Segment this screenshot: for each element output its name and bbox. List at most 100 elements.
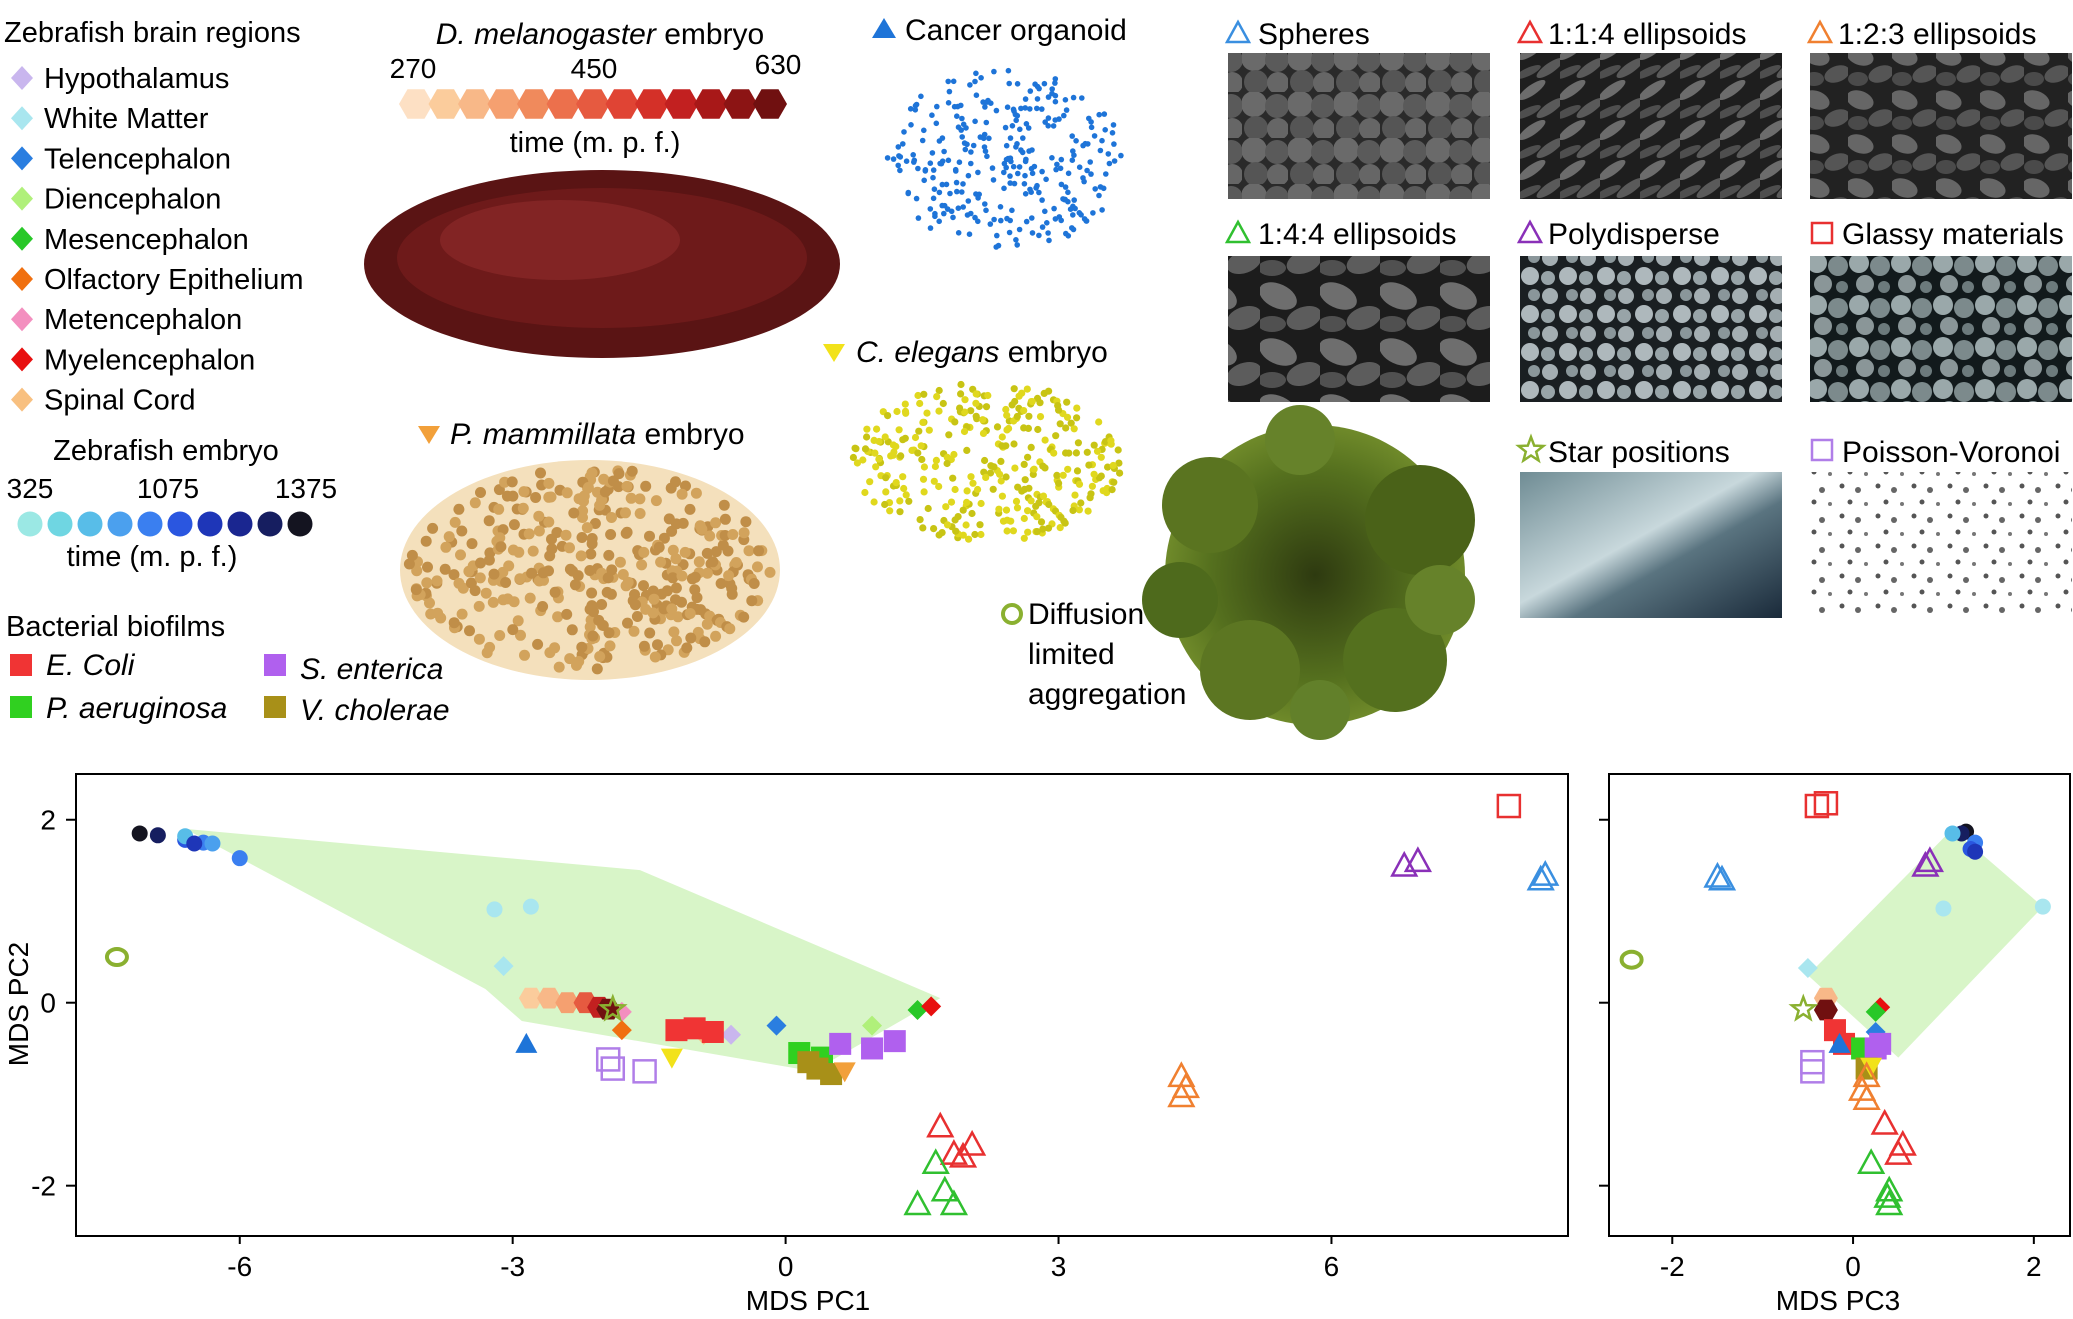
organoid-cell [1091, 133, 1098, 139]
colorscale-hex [399, 89, 433, 119]
embryo-cell [1086, 494, 1094, 502]
cancer-organoid-label: Cancer organoid [905, 14, 1127, 47]
embryo-cell [1013, 504, 1022, 512]
organoid-cell [933, 120, 940, 127]
organoid-cell [982, 201, 988, 207]
organoid-cell [1110, 122, 1117, 128]
embryo-cell [603, 549, 615, 561]
organoid-cell [930, 195, 937, 202]
organoid-cell [945, 157, 952, 164]
embryo-cell [897, 452, 905, 460]
embryo-cell [943, 521, 952, 529]
embryo-cell [957, 380, 965, 389]
region-label: Myelencephalon [44, 344, 255, 376]
x-tick-label: -6 [227, 1251, 252, 1282]
organoid-cell [980, 135, 987, 142]
embryo-cell [930, 477, 938, 485]
embryo-cell [1071, 491, 1079, 499]
data-point [1403, 846, 1432, 873]
embryo-cell [575, 550, 587, 562]
embryo-cell [431, 575, 443, 587]
embryo-cell [933, 393, 941, 401]
data-point [1800, 1049, 1825, 1075]
triangle-down-icon [418, 426, 440, 444]
embryo-cell [951, 485, 959, 494]
organoid-cell [1062, 97, 1069, 103]
embryo-cell [652, 639, 663, 651]
embryo-cell [892, 479, 900, 487]
embryo-cell [629, 599, 641, 611]
embryo-cell [899, 436, 907, 444]
diamond-icon [11, 186, 33, 211]
embryo-cell [1056, 420, 1064, 428]
embryo-cell [895, 426, 903, 434]
embryo-cell [638, 580, 649, 592]
organoid-cell [1085, 141, 1091, 147]
data-point [1496, 793, 1522, 819]
embryo-cell [508, 596, 520, 608]
embryo-cell [863, 433, 871, 441]
organoid-cell [1039, 197, 1045, 203]
embryo-cell [1020, 514, 1028, 523]
organoid-cell [1052, 98, 1059, 105]
organoid-cell [962, 146, 969, 153]
organoid-cell [908, 122, 914, 128]
region-label: Hypothalamus [44, 63, 229, 95]
embryo-cell [999, 517, 1008, 525]
organoid-cell [936, 189, 943, 196]
embryo-cell [684, 608, 696, 619]
embryo-cell [905, 497, 913, 505]
embryo-cell [951, 516, 959, 524]
data-point [1944, 825, 1961, 842]
embryo-cell [1062, 424, 1070, 432]
embryo-cell [710, 546, 722, 558]
organoid-cell [1017, 126, 1023, 133]
embryo-cell [519, 649, 530, 661]
organoid-cell [1016, 164, 1023, 170]
vcholerae-swatch [264, 696, 286, 718]
colorscale-hex [428, 89, 463, 119]
region-label: Metencephalon [44, 304, 242, 336]
embryo-cell [533, 510, 545, 522]
embryo-cell [1074, 439, 1082, 447]
embryo-cell [638, 640, 650, 652]
organoid-cell [993, 244, 999, 250]
organoid-cell [973, 70, 979, 77]
embryo-cell [440, 541, 452, 553]
x-tick-label: 3 [1051, 1251, 1067, 1282]
embryo-cell [487, 596, 499, 608]
data-point [829, 1032, 852, 1055]
x-tick-label: 2 [2026, 1251, 2042, 1282]
embryo-cell [696, 523, 708, 535]
organoid-cell [1021, 181, 1028, 187]
organoid-cell [997, 204, 1004, 210]
organoid-cell [1111, 141, 1117, 147]
embryo-cell [636, 559, 648, 571]
embryo-cell [1073, 467, 1082, 475]
organoid-cell [919, 137, 926, 144]
embryo-cell [571, 659, 582, 671]
data-point [766, 1015, 787, 1036]
embryo-cell [998, 433, 1006, 441]
zebrafish-embryo-tick-end: 1375 [275, 473, 337, 504]
organoid-cell [1036, 189, 1042, 196]
embryo-cell [748, 578, 760, 589]
embryo-cell [670, 518, 682, 530]
embryo-cell [1011, 464, 1019, 472]
embryo-cell [889, 451, 897, 459]
organoid-cell [1012, 111, 1019, 118]
organoid-cell [930, 174, 936, 181]
embryo-cell [701, 567, 713, 579]
zebrafish-regions-legend: Zebrafish brain regions Hypothalamus Whit… [4, 17, 304, 417]
data-point [149, 827, 166, 844]
embryo-cell [1039, 462, 1047, 470]
organoid-cell [1009, 207, 1015, 214]
organoid-cell [955, 230, 962, 236]
organoid-cell [954, 113, 960, 119]
organoid-cell [1034, 83, 1041, 90]
embryo-cell [1003, 527, 1011, 535]
embryo-cell [962, 521, 970, 529]
celegans-title-rest: embryo [999, 336, 1107, 369]
embryo-cell [989, 485, 997, 493]
organoid-cell [947, 190, 953, 197]
